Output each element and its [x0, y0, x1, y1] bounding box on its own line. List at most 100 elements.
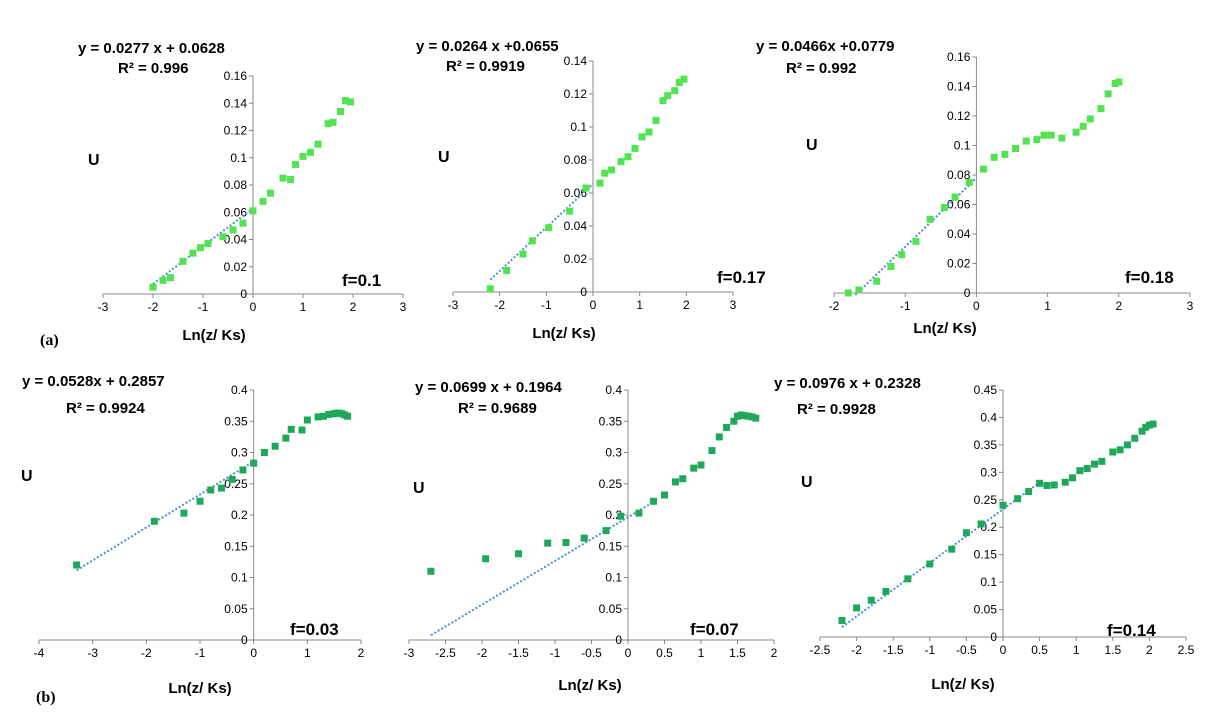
x-tick-label: -1 — [195, 646, 206, 660]
data-point — [748, 413, 756, 421]
x-tick-label: -0.5 — [956, 643, 977, 657]
x-tick-label: -1 — [900, 299, 911, 313]
data-point — [329, 118, 337, 126]
y-tick-label: 0.3 — [231, 446, 248, 460]
data-point — [601, 169, 609, 177]
x-tick-label: -2.5 — [810, 643, 831, 657]
data-point — [347, 98, 354, 106]
data-point — [853, 604, 861, 612]
data-point — [679, 475, 687, 483]
data-point — [204, 240, 212, 248]
x-tick-label: 1 — [300, 300, 307, 314]
y-axis-label: U — [21, 468, 33, 485]
data-point — [150, 517, 158, 525]
data-point — [904, 575, 912, 583]
x-tick-label: -0.5 — [581, 646, 602, 660]
data-point — [708, 447, 716, 455]
data-point — [282, 434, 290, 442]
data-point — [1050, 481, 1058, 489]
chart-panel-4: -4 -3 -2 -1 0 1 2 0 0.05 0.1 0.15 0.2 0.25 0.3 0.35 0.4… — [21, 373, 365, 697]
data-point — [999, 501, 1007, 509]
x-axis-label: Ln(z/ Ks) — [532, 325, 595, 342]
data-point — [737, 411, 745, 419]
data-point — [180, 509, 188, 517]
f-value-label: f=0.1 — [342, 271, 381, 290]
x-tick-label: 0.5 — [1031, 643, 1048, 657]
panel-label-b: (b) — [36, 689, 56, 706]
data-point — [661, 491, 668, 499]
data-point — [1047, 131, 1055, 139]
data-point — [337, 107, 344, 115]
data-point — [844, 289, 852, 297]
data-point — [528, 237, 536, 245]
data-point — [730, 417, 738, 425]
y-tick-label: 0.4 — [980, 410, 997, 424]
data-point — [259, 197, 267, 205]
x-tick-label: 1.5 — [729, 646, 746, 660]
y-tick-label: 0.4 — [605, 383, 622, 397]
chart-panel-3: -2 -1 0 1 2 3 0 0.02 0.04 0.06 0.08 0.1 0.12 0.14 0.16… — [756, 38, 1194, 337]
x-tick-label: -2.5 — [435, 646, 456, 660]
data-point — [940, 203, 948, 211]
y-tick-label: 0.05 — [974, 603, 998, 617]
y-tick-label: 0 — [240, 287, 247, 301]
data-point — [723, 424, 731, 431]
y-tick-label: 0.1 — [231, 571, 248, 585]
y-tick-label: 0.15 — [974, 548, 998, 562]
data-point — [1022, 137, 1030, 145]
data-point — [319, 412, 327, 420]
y-tick-label: 0.16 — [947, 50, 971, 64]
data-point — [596, 179, 604, 187]
data-point — [427, 567, 435, 575]
data-point — [519, 250, 527, 258]
x-tick-label: -3 — [448, 298, 459, 312]
regression-equation: y = 0.0466x +0.0779 — [756, 38, 894, 55]
y-tick-label: 0.1 — [980, 575, 997, 589]
y-tick-label: 0.15 — [599, 539, 623, 553]
x-axis-label: Ln(z/ Ks) — [168, 680, 231, 697]
data-point — [545, 224, 553, 232]
y-axis-label: U — [88, 152, 100, 169]
data-point — [307, 148, 314, 156]
x-tick-label: -1 — [550, 646, 561, 660]
data-point — [582, 184, 590, 192]
y-tick-label: 0.04 — [947, 227, 971, 241]
data-point — [617, 158, 625, 166]
data-point — [617, 512, 625, 520]
data-point — [980, 165, 988, 173]
y-tick-label: 0 — [964, 286, 971, 300]
data-point — [1145, 421, 1153, 429]
data-point — [271, 442, 279, 450]
data-point — [260, 449, 268, 456]
x-tick-label: 2 — [1146, 643, 1153, 657]
data-point — [580, 534, 588, 542]
x-tick-label: -1 — [924, 643, 935, 657]
chart-panel-6: -2.5 -2 -1.5 -1 -0.5 0 0.5 1 1.5 2 2.5 0 0.05 0.1 0.15… — [774, 375, 1195, 693]
trendline — [430, 503, 651, 637]
data-point — [650, 497, 658, 505]
r-squared-label: R² = 0.996 — [118, 60, 188, 77]
data-point — [1036, 479, 1044, 487]
y-tick-label: 0.02 — [947, 257, 971, 271]
y-tick-label: 0.12 — [564, 87, 588, 101]
data-point — [314, 140, 322, 148]
data-point — [1012, 144, 1020, 152]
x-tick-label: -3 — [87, 646, 98, 660]
data-point — [217, 484, 225, 492]
y-tick-label: 0.35 — [599, 414, 623, 428]
r-squared-label: R² = 0.992 — [786, 60, 856, 77]
data-point — [873, 277, 881, 285]
data-point — [228, 475, 236, 483]
y-tick-label: 0.14 — [564, 54, 588, 68]
data-point — [926, 215, 934, 223]
x-tick-label: 0 — [250, 646, 257, 660]
y-tick-label: 0.16 — [224, 69, 248, 83]
data-point — [645, 128, 653, 136]
y-tick-label: 0.45 — [974, 383, 998, 397]
data-point — [1014, 495, 1022, 503]
x-tick-label: 3 — [400, 300, 407, 314]
data-point — [314, 413, 322, 421]
regression-equation: y = 0.0264 x +0.0655 — [416, 38, 559, 55]
data-point — [279, 174, 287, 182]
